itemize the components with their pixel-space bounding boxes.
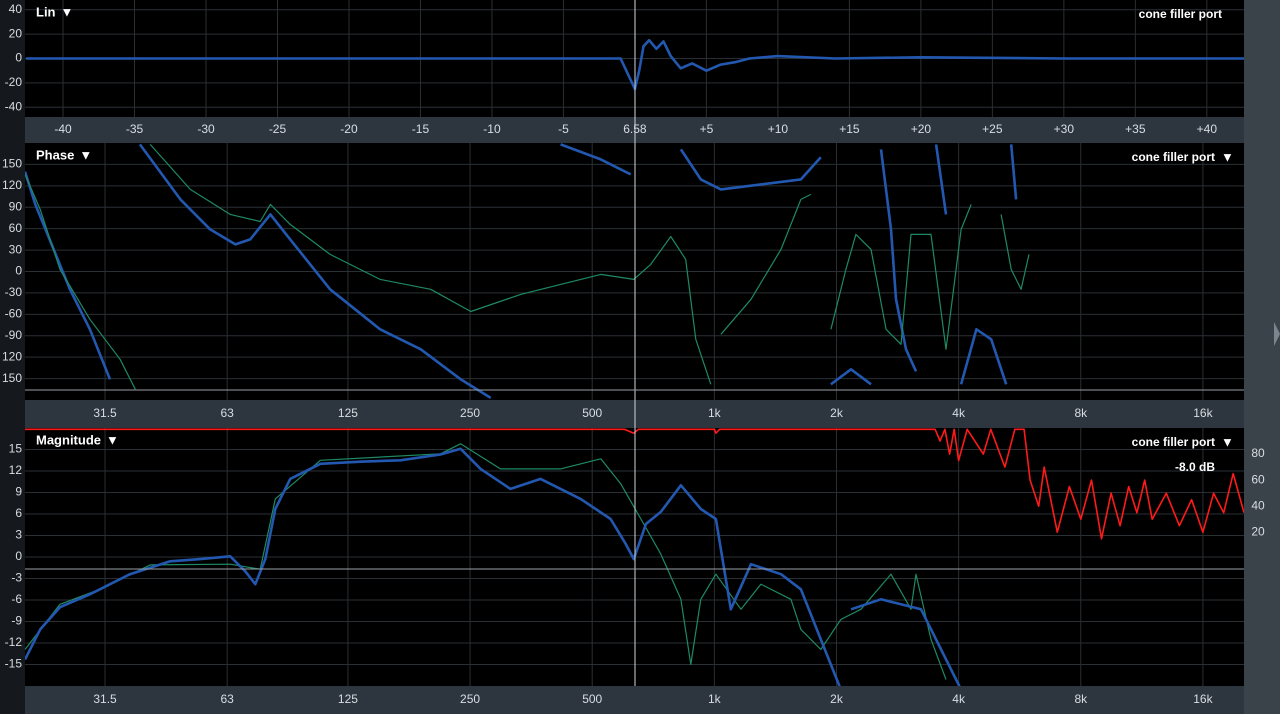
annotation: cone filler port: [1139, 7, 1222, 21]
x-tick-label: 2k: [830, 406, 844, 420]
x-tick-label: +40: [1197, 122, 1218, 136]
x-tick-label: +30: [1054, 122, 1075, 136]
x-tick-label: -40: [54, 122, 72, 136]
menu-arrow: ▼: [79, 147, 92, 162]
x-tick-label: 16k: [1193, 692, 1213, 706]
x-tick-label: 500: [582, 692, 602, 706]
annotation: cone filler port: [1132, 150, 1215, 164]
panel-title: Magnitude: [36, 432, 101, 447]
x-tick-label: 31.5: [93, 692, 117, 706]
x-tick-label: 63: [221, 692, 235, 706]
side-arrow[interactable]: [1274, 322, 1280, 346]
x-tick-label: 125: [338, 692, 358, 706]
x-axis-band: [25, 686, 1244, 714]
series-line: [25, 144, 1030, 390]
x-tick-label: 8k: [1074, 692, 1088, 706]
panel-title: Phase: [36, 147, 74, 162]
x-tick-label: 1k: [708, 406, 722, 420]
x-tick-label: 250: [460, 406, 480, 420]
x-tick-label: 125: [338, 406, 358, 420]
x-tick-label: 4k: [952, 692, 966, 706]
panel-title: Lin: [36, 4, 56, 19]
y-tick-label: 0: [15, 549, 22, 563]
y-tick-label: -3: [11, 571, 22, 585]
x-tick-label: +35: [1125, 122, 1146, 136]
x-tick-label: 8k: [1074, 406, 1088, 420]
series-line: [25, 447, 961, 686]
y-tick-label: -12: [5, 635, 23, 649]
y2-tick-label: 80: [1251, 446, 1265, 460]
y-tick-label: -6: [11, 592, 22, 606]
y-tick-label: -40: [5, 99, 23, 113]
y-tick-label: 90: [9, 199, 23, 213]
right-strip: [1244, 0, 1280, 714]
x-tick-label: 2k: [830, 692, 844, 706]
x-tick-label: +10: [768, 122, 789, 136]
menu-arrow: ▼: [106, 432, 119, 447]
y-tick-label: 150: [2, 371, 22, 385]
menu-arrow: ▼: [61, 4, 74, 19]
x-tick-label: -10: [483, 122, 501, 136]
series-line: [25, 38, 1244, 91]
x-tick-label: +5: [700, 122, 714, 136]
y-tick-label: 0: [15, 264, 22, 278]
y-tick-label: 12: [9, 463, 23, 477]
annotation: cone filler port: [1132, 435, 1215, 449]
y-tick-label: -30: [5, 285, 23, 299]
y-tick-label: 40: [9, 2, 23, 16]
series-line: [25, 143, 1018, 400]
x-tick-label: 250: [460, 692, 480, 706]
x-tick-label: 500: [582, 406, 602, 420]
series-line: [25, 443, 947, 680]
y-tick-label: 60: [9, 221, 23, 235]
series-group: [25, 38, 1244, 91]
y-tick-label: 15: [9, 442, 23, 456]
y-tick-label: -9: [11, 614, 22, 628]
y-tick-label: -15: [5, 657, 23, 671]
x-tick-label: +15: [839, 122, 860, 136]
y-tick-label: 20: [9, 26, 23, 40]
x-tick-label: -15: [412, 122, 430, 136]
left-strip: [0, 0, 25, 714]
y-tick-label: 150: [2, 157, 22, 171]
y-tick-label: 0: [15, 51, 22, 65]
y-tick-label: -90: [5, 328, 23, 342]
series-group: [25, 143, 1030, 400]
x-tick-label: -20: [340, 122, 358, 136]
y-tick-label: -20: [5, 75, 23, 89]
y2-tick-label: 60: [1251, 472, 1265, 486]
x-tick-label: 16k: [1193, 406, 1213, 420]
menu-arrow: ▼: [1221, 149, 1234, 164]
y-tick-label: -60: [5, 307, 23, 321]
y-tick-label: 9: [15, 485, 22, 499]
y-tick-label: 120: [2, 349, 22, 363]
x-tick-label: -30: [197, 122, 215, 136]
y-tick-label: 120: [2, 178, 22, 192]
x-tick-label: +25: [982, 122, 1003, 136]
x-tick-label: +20: [911, 122, 932, 136]
x-tick-label: -25: [269, 122, 287, 136]
y-tick-label: 3: [15, 528, 22, 542]
y-tick-label: 6: [15, 506, 22, 520]
x-tick-label: 31.5: [93, 406, 117, 420]
menu-arrow: ▼: [1221, 434, 1234, 449]
series-group: [25, 428, 1244, 686]
x-tick-label: 63: [221, 406, 235, 420]
y2-tick-label: 40: [1251, 498, 1265, 512]
y-tick-label: 30: [9, 242, 23, 256]
series-line: [25, 428, 1244, 540]
x-tick-label: 4k: [952, 406, 966, 420]
annotation: -8.0 dB: [1175, 460, 1215, 474]
x-tick-label: -5: [558, 122, 569, 136]
x-tick-label: -35: [126, 122, 144, 136]
x-tick-label: 1k: [708, 692, 722, 706]
y2-tick-label: 20: [1251, 524, 1265, 538]
